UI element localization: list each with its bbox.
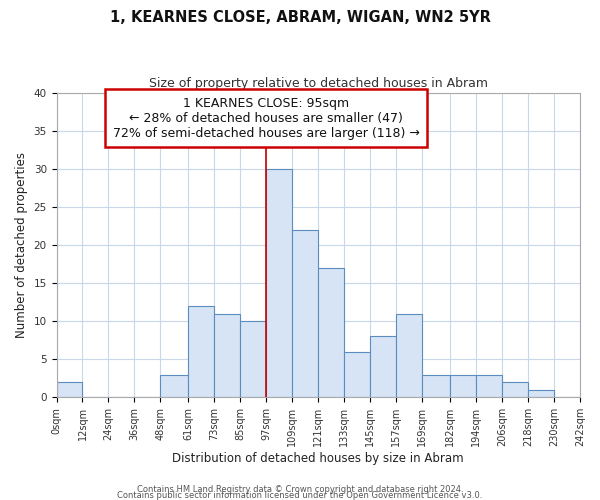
Bar bbox=[450, 374, 476, 398]
Bar bbox=[476, 374, 502, 398]
Bar bbox=[528, 390, 554, 398]
Text: 1 KEARNES CLOSE: 95sqm
← 28% of detached houses are smaller (47)
72% of semi-det: 1 KEARNES CLOSE: 95sqm ← 28% of detached… bbox=[113, 97, 420, 140]
Bar bbox=[396, 314, 422, 398]
Bar bbox=[266, 169, 292, 398]
Bar bbox=[56, 382, 82, 398]
Bar bbox=[502, 382, 528, 398]
Text: 1, KEARNES CLOSE, ABRAM, WIGAN, WN2 5YR: 1, KEARNES CLOSE, ABRAM, WIGAN, WN2 5YR bbox=[110, 10, 490, 25]
Bar bbox=[318, 268, 344, 398]
Bar bbox=[188, 306, 214, 398]
Text: Contains HM Land Registry data © Crown copyright and database right 2024.: Contains HM Land Registry data © Crown c… bbox=[137, 484, 463, 494]
Bar bbox=[344, 352, 370, 398]
Bar bbox=[160, 374, 188, 398]
Text: Contains public sector information licensed under the Open Government Licence v3: Contains public sector information licen… bbox=[118, 490, 482, 500]
Bar bbox=[370, 336, 396, 398]
Bar bbox=[241, 322, 266, 398]
X-axis label: Distribution of detached houses by size in Abram: Distribution of detached houses by size … bbox=[172, 452, 464, 465]
Bar bbox=[422, 374, 450, 398]
Bar bbox=[214, 314, 241, 398]
Title: Size of property relative to detached houses in Abram: Size of property relative to detached ho… bbox=[149, 78, 488, 90]
Y-axis label: Number of detached properties: Number of detached properties bbox=[15, 152, 28, 338]
Bar bbox=[292, 230, 318, 398]
